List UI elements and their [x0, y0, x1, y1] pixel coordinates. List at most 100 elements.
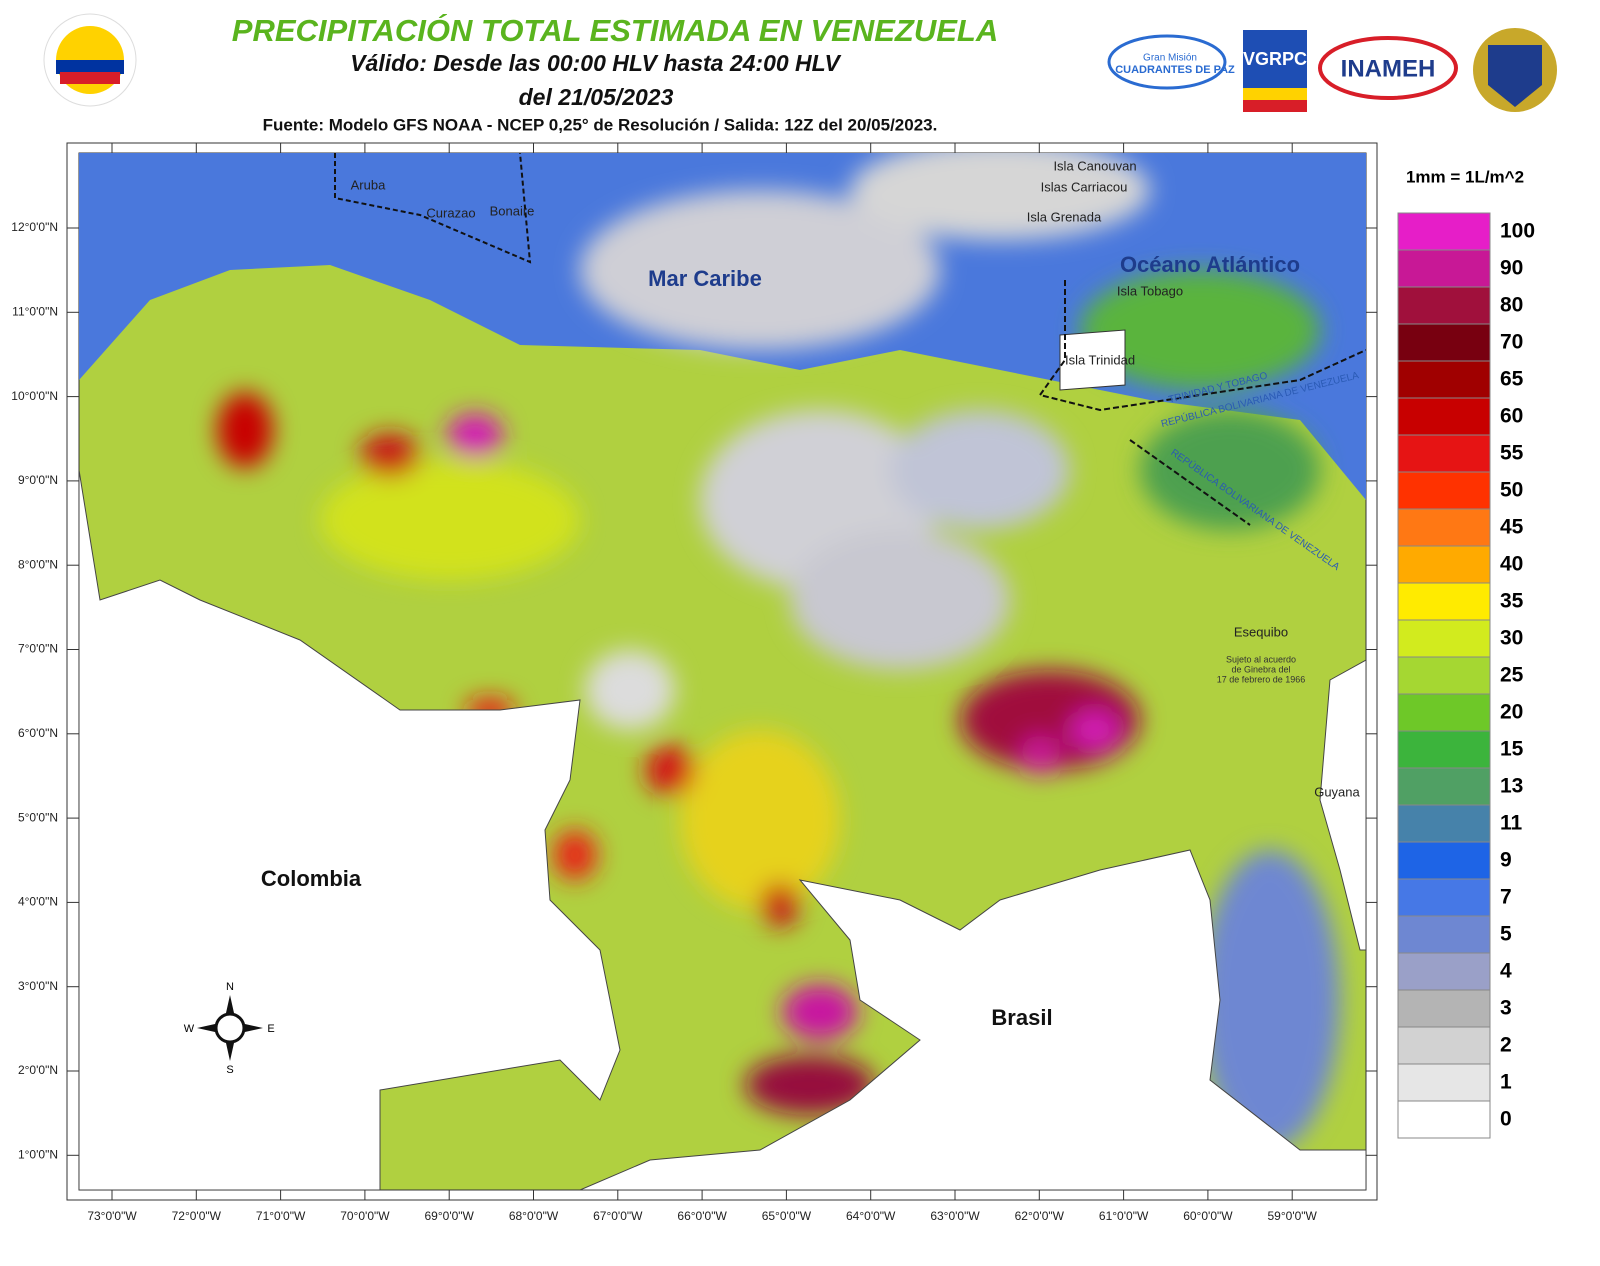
lon-tick-label: 65°0'0"W — [762, 1209, 812, 1223]
title: PRECIPITACIÓN TOTAL ESTIMADA EN VENEZUEL… — [232, 13, 998, 48]
legend-swatch — [1397, 915, 1491, 954]
legend-label: 25 — [1500, 664, 1524, 687]
lon-tick-label: 63°0'0"W — [930, 1209, 980, 1223]
legend-swatch — [1397, 1063, 1491, 1102]
lon-tick-label: 60°0'0"W — [1183, 1209, 1233, 1223]
island-label: Bonaire — [490, 203, 535, 218]
logo-cuadrantes: Gran Misión CUADRANTES DE PAZ — [1107, 34, 1235, 90]
legend-label: 7 — [1500, 886, 1512, 909]
legend-swatch — [1397, 1026, 1491, 1065]
lat-tick-label: 5°0'0"N — [18, 810, 58, 824]
legend-swatch — [1397, 323, 1491, 362]
lat-tick-label: 1°0'0"N — [18, 1147, 58, 1161]
logo-ministry — [43, 13, 137, 107]
legend-swatch — [1397, 1100, 1491, 1139]
lon-tick-label: 62°0'0"W — [1015, 1209, 1065, 1223]
country-label: Brasil — [991, 1005, 1052, 1030]
legend-swatch — [1397, 693, 1491, 732]
legend-swatch — [1397, 545, 1491, 584]
legend-label: 60 — [1500, 405, 1523, 428]
legend-title: 1mm = 1L/m^2 — [1406, 167, 1524, 186]
lat-tick-label: 3°0'0"N — [18, 979, 58, 993]
logo-text: INAMEH — [1341, 55, 1436, 82]
legend-label: 3 — [1500, 997, 1512, 1020]
lat-tick-label: 9°0'0"N — [18, 473, 58, 487]
legend-label: 5 — [1500, 923, 1512, 946]
legend-label: 80 — [1500, 294, 1523, 317]
legend-swatch — [1397, 249, 1491, 288]
legend-label: 13 — [1500, 775, 1523, 798]
lon-tick-label: 59°0'0"W — [1268, 1209, 1318, 1223]
legend-label: 35 — [1500, 590, 1524, 613]
legend-label: 40 — [1500, 553, 1523, 576]
country-label: Guyana — [1314, 784, 1360, 799]
island-label: Isla Trinidad — [1065, 352, 1135, 367]
lat-tick-label: 2°0'0"N — [18, 1063, 58, 1077]
compass-label: W — [184, 1023, 195, 1035]
logo-text: Gran Misión — [1143, 53, 1197, 64]
compass-label: E — [267, 1023, 274, 1035]
logo-text: VGRPC — [1243, 49, 1307, 69]
compass: N S E W — [184, 981, 275, 1076]
legend: 1009080706560555045403530252015131197543… — [1397, 212, 1535, 1139]
logo-shield — [1473, 28, 1557, 112]
legend-label: 2 — [1500, 1034, 1512, 1057]
legend-label: 45 — [1500, 516, 1524, 539]
subtitle: Válido: Desde las 00:00 HLV hasta 24:00 … — [350, 50, 841, 76]
legend-label: 90 — [1500, 257, 1523, 280]
lon-tick-label: 66°0'0"W — [677, 1209, 727, 1223]
island-label: Isla Canouvan — [1053, 158, 1136, 173]
legend-swatch — [1397, 804, 1491, 843]
lon-tick-label: 68°0'0"W — [509, 1209, 559, 1223]
legend-swatch — [1397, 656, 1491, 695]
legend-swatch — [1397, 397, 1491, 436]
source: Fuente: Modelo GFS NOAA - NCEP 0,25° de … — [263, 115, 938, 134]
legend-swatch — [1397, 508, 1491, 547]
legend-swatch — [1397, 471, 1491, 510]
logo-inameh: INAMEH — [1318, 36, 1458, 100]
island-label: Aruba — [351, 177, 386, 192]
legend-swatch — [1397, 286, 1491, 325]
lat-tick-label: 6°0'0"N — [18, 726, 58, 740]
compass-label: S — [226, 1064, 233, 1076]
legend-swatch — [1397, 767, 1491, 806]
lon-tick-label: 64°0'0"W — [846, 1209, 896, 1223]
lon-tick-label: 72°0'0"W — [172, 1209, 222, 1223]
legend-swatch — [1397, 952, 1491, 991]
map — [66, 142, 1378, 1201]
legend-label: 30 — [1500, 627, 1523, 650]
legend-swatch — [1397, 878, 1491, 917]
legend-label: 15 — [1500, 738, 1524, 761]
lat-tick-label: 12°0'0"N — [11, 220, 58, 234]
lat-tick-label: 7°0'0"N — [18, 642, 58, 656]
note: Sujeto al acuerdo — [1226, 654, 1296, 664]
lon-tick-label: 73°0'0"W — [87, 1209, 137, 1223]
island-label: Isla Grenada — [1027, 209, 1102, 224]
legend-label: 70 — [1500, 331, 1523, 354]
subtitle: del 21/05/2023 — [519, 84, 674, 110]
legend-swatch — [1397, 619, 1491, 658]
lon-tick-label: 69°0'0"W — [425, 1209, 475, 1223]
legend-label: 55 — [1500, 442, 1524, 465]
legend-label: 20 — [1500, 701, 1523, 724]
region-label: Esequibo — [1234, 624, 1288, 639]
legend-label: 4 — [1500, 960, 1512, 983]
island-label: Islas Carriacou — [1041, 179, 1128, 194]
lat-tick-label: 8°0'0"N — [18, 557, 58, 571]
lon-tick-label: 70°0'0"W — [340, 1209, 390, 1223]
sea-label: Mar Caribe — [648, 266, 762, 291]
sea-label: Océano Atlántico — [1120, 252, 1300, 277]
legend-label: 50 — [1500, 479, 1523, 502]
legend-label: 1 — [1500, 1071, 1512, 1094]
legend-swatch — [1397, 212, 1491, 251]
logo-text: CUADRANTES DE PAZ — [1115, 64, 1235, 76]
lat-tick-label: 4°0'0"N — [18, 895, 58, 909]
lon-tick-label: 61°0'0"W — [1099, 1209, 1149, 1223]
legend-swatch — [1397, 360, 1491, 399]
logo-vgrpc: VGRPC — [1243, 30, 1307, 112]
legend-label: 65 — [1500, 368, 1524, 391]
legend-swatch — [1397, 841, 1491, 880]
lat-tick-label: 10°0'0"N — [11, 389, 58, 403]
compass-label: N — [226, 981, 234, 993]
